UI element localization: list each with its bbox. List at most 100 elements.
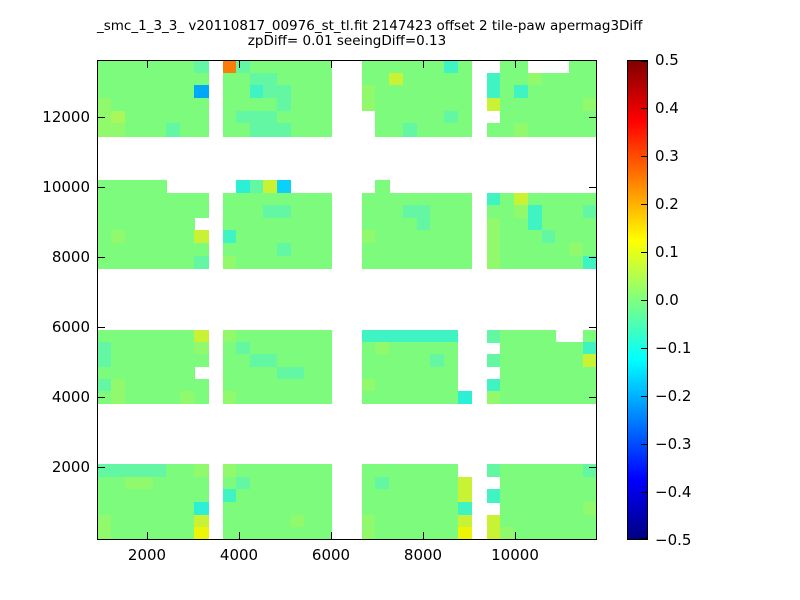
heatmap-cell bbox=[430, 342, 445, 356]
heatmap-cell bbox=[152, 464, 168, 478]
heatmap-cell bbox=[263, 98, 278, 112]
heatmap-cell bbox=[263, 205, 278, 219]
heatmap-cell bbox=[375, 527, 390, 539]
heatmap-cell bbox=[389, 72, 404, 87]
heatmap-cell bbox=[138, 85, 154, 99]
heatmap-cell bbox=[361, 98, 376, 112]
heatmap-cell bbox=[582, 527, 596, 539]
heatmap-cell bbox=[138, 464, 154, 478]
heatmap-cell bbox=[304, 390, 319, 404]
heatmap-cell bbox=[444, 476, 459, 491]
heatmap-cell bbox=[541, 342, 556, 356]
heatmap-cell bbox=[236, 502, 251, 516]
heatmap-cell bbox=[402, 366, 418, 380]
heatmap-cell bbox=[500, 342, 515, 356]
heatmap-cell bbox=[124, 98, 140, 112]
heatmap-cell bbox=[569, 98, 584, 112]
heatmap-cell bbox=[514, 464, 529, 478]
heatmap-cell bbox=[375, 354, 390, 368]
x-tick-mark bbox=[239, 532, 240, 539]
heatmap-cell bbox=[138, 527, 154, 539]
heatmap-cell bbox=[555, 85, 570, 99]
heatmap-cell bbox=[263, 502, 278, 516]
heatmap-cell bbox=[249, 464, 265, 478]
heatmap-cell bbox=[249, 205, 265, 219]
heatmap-cell bbox=[290, 123, 305, 137]
plot-area bbox=[97, 60, 597, 540]
heatmap-cell bbox=[98, 205, 112, 219]
heatmap-cell bbox=[402, 72, 418, 87]
heatmap-cell bbox=[277, 179, 292, 194]
heatmap-cell bbox=[430, 354, 445, 368]
heatmap-cell bbox=[569, 354, 584, 368]
heatmap-cell bbox=[541, 205, 556, 219]
heatmap-cell bbox=[236, 464, 251, 478]
heatmap-cell bbox=[166, 230, 181, 244]
heatmap-cell bbox=[555, 464, 570, 478]
heatmap-cell bbox=[152, 390, 168, 404]
heatmap-cell bbox=[290, 61, 305, 74]
heatmap-cell bbox=[361, 242, 376, 257]
heatmap-cell bbox=[514, 85, 529, 99]
heatmap-cell bbox=[361, 527, 376, 539]
heatmap-cell bbox=[416, 330, 431, 343]
heatmap-cell bbox=[375, 366, 390, 380]
heatmap-cell bbox=[138, 354, 154, 368]
heatmap-cell bbox=[444, 514, 459, 529]
heatmap-cell bbox=[389, 217, 404, 231]
heatmap-cell bbox=[277, 514, 292, 529]
heatmap-cell bbox=[277, 476, 292, 491]
heatmap-cell bbox=[457, 242, 473, 257]
heatmap-cell bbox=[444, 61, 459, 74]
heatmap-cell bbox=[180, 330, 195, 343]
heatmap-cell bbox=[166, 390, 181, 404]
heatmap-cell bbox=[569, 110, 584, 125]
heatmap-cell bbox=[277, 390, 292, 404]
heatmap-cell bbox=[416, 390, 431, 404]
heatmap-cell bbox=[375, 242, 390, 257]
heatmap-cell bbox=[444, 330, 459, 343]
heatmap-cell bbox=[277, 230, 292, 244]
heatmap-cell bbox=[389, 342, 404, 356]
heatmap-cell bbox=[152, 255, 168, 269]
heatmap-cell bbox=[569, 527, 584, 539]
heatmap-cell bbox=[375, 217, 390, 231]
heatmap-cell bbox=[98, 85, 112, 99]
heatmap-cell bbox=[263, 476, 278, 491]
heatmap-cell bbox=[304, 502, 319, 516]
heatmap-cell bbox=[166, 192, 181, 206]
heatmap-cell bbox=[194, 330, 209, 343]
heatmap-cell bbox=[389, 476, 404, 491]
heatmap-cell bbox=[444, 342, 459, 356]
heatmap-cell bbox=[98, 61, 112, 74]
heatmap-cell bbox=[430, 123, 445, 137]
y-tick-label: 10000 bbox=[42, 178, 90, 196]
heatmap-cell bbox=[124, 242, 140, 257]
heatmap-cell bbox=[249, 390, 265, 404]
heatmap-cell bbox=[402, 192, 418, 206]
heatmap-cell bbox=[486, 514, 501, 529]
heatmap-cell bbox=[582, 514, 596, 529]
heatmap-cell bbox=[389, 502, 404, 516]
heatmap-cell bbox=[500, 205, 515, 219]
heatmap-cell bbox=[430, 242, 445, 257]
heatmap-cell bbox=[194, 378, 209, 392]
heatmap-cell bbox=[110, 242, 126, 257]
heatmap-cell bbox=[430, 72, 445, 87]
heatmap-cell bbox=[430, 514, 445, 529]
heatmap-cell bbox=[110, 489, 126, 503]
heatmap-cell bbox=[277, 354, 292, 368]
heatmap-cell bbox=[110, 110, 126, 125]
heatmap-cell bbox=[541, 123, 556, 137]
heatmap-cell bbox=[555, 110, 570, 125]
heatmap-cell bbox=[290, 342, 305, 356]
heatmap-cell bbox=[194, 230, 209, 244]
y-tick-mark bbox=[589, 397, 596, 398]
heatmap-cell bbox=[152, 514, 168, 529]
heatmap-cell bbox=[430, 378, 445, 392]
heatmap-cell bbox=[194, 514, 209, 529]
heatmap-cell bbox=[194, 242, 209, 257]
heatmap-cell bbox=[222, 123, 237, 137]
heatmap-cell bbox=[124, 514, 140, 529]
heatmap-cell bbox=[541, 242, 556, 257]
